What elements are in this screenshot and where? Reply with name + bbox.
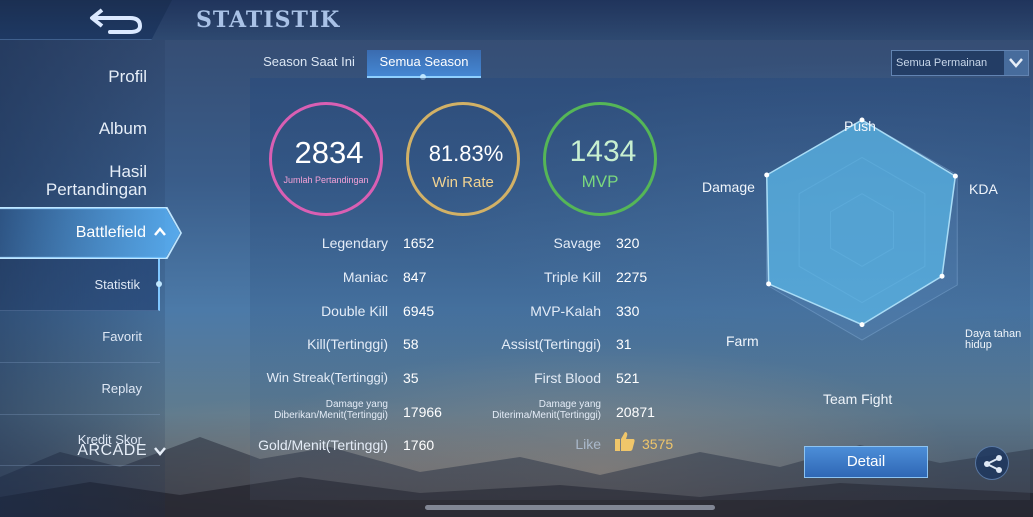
radar-point <box>766 281 772 287</box>
stat-label-damage-diberikan: Damage yang Diberikan/Menit(Tertinggi) <box>274 399 388 421</box>
total-games-ring: 2834 Jumlah Pertandingan <box>269 102 383 216</box>
stat-label-kill-tertinggi: Kill(Tertinggi) <box>307 336 388 352</box>
stat-label-legendary: Legendary <box>321 235 388 251</box>
back-button[interactable] <box>0 0 172 40</box>
stat-label-double-kill: Double Kill <box>321 303 388 319</box>
like-label: Like <box>575 436 601 452</box>
stat-value-mvp-kalah: 330 <box>616 303 640 319</box>
stat-label-triple-kill: Triple Kill <box>543 269 601 285</box>
stat-value-maniac: 847 <box>403 269 427 285</box>
stat-value-gold-menit: 1760 <box>403 437 435 453</box>
thumbs-up-icon[interactable] <box>614 430 636 452</box>
stat-value-kill-tertinggi: 58 <box>403 336 419 352</box>
radar-point <box>952 173 958 179</box>
sidebar-subitem-replay[interactable]: Replay <box>0 363 160 415</box>
mode-filter-value: Semua Permainan <box>896 57 988 69</box>
stat-label-assist-tertinggi: Assist(Tertinggi) <box>501 336 601 352</box>
sidebar-subitem-favorit[interactable]: Favorit <box>0 311 160 363</box>
top-header: STATISTIK <box>0 0 1033 40</box>
stat-label-gold-menit: Gold/Menit(Tertinggi) <box>258 437 388 453</box>
radar-point <box>859 117 865 123</box>
stat-value-first-blood: 521 <box>616 370 640 386</box>
sidebar-item-battlefield[interactable]: Battlefield <box>0 208 180 258</box>
mode-filter-dropdown[interactable]: Semua Permainan <box>891 50 1029 76</box>
stat-label-damage-diterima: Damage yang Diterima/Menit(Tertinggi) <box>492 399 601 421</box>
radar-point <box>939 273 945 279</box>
total-games-label: Jumlah Pertandingan <box>283 175 369 185</box>
stat-value-triple-kill: 2275 <box>616 269 648 285</box>
mvp-label: MVP <box>581 172 619 191</box>
stat-label-win-streak: Win Streak(Tertinggi) <box>266 370 388 385</box>
sidebar-subitem-statistik[interactable]: Statistik <box>0 259 162 311</box>
radar-label-team-fight: Team Fight <box>823 391 893 407</box>
tab-season-saat-ini[interactable]: Season Saat Ini <box>263 54 355 69</box>
stat-value-assist-tertinggi: 31 <box>616 336 632 352</box>
stat-value-double-kill: 6945 <box>403 303 435 319</box>
share-icon <box>984 455 1002 473</box>
tab-active-dot <box>420 74 426 80</box>
tab-semua-season[interactable]: Semua Season <box>367 50 481 80</box>
battlefield-label: Battlefield <box>75 224 146 241</box>
stat-label-savage: Savage <box>553 235 601 251</box>
radar-label-push: Push <box>844 118 876 134</box>
tab-semua-season-label: Semua Season <box>379 54 469 69</box>
win-rate-ring: 81.83% Win Rate <box>406 102 520 216</box>
radar-point <box>764 172 770 178</box>
radar-label-damage: Damage <box>702 179 755 195</box>
page-title: STATISTIK <box>196 7 341 33</box>
stat-value-win-streak: 35 <box>403 370 419 386</box>
back-arrow-icon <box>90 8 143 34</box>
sidebar-item-hasil-pertandingan[interactable]: Hasil Pertandingan <box>45 162 147 199</box>
stat-value-legendary: 1652 <box>403 235 435 251</box>
detail-button[interactable]: Detail <box>804 446 928 478</box>
total-games-value: 2834 <box>294 135 364 170</box>
sidebar-subitem-kredit-skor[interactable]: Kredit Skor <box>0 414 160 466</box>
radar-point <box>859 322 865 328</box>
dropdown-caret <box>1004 51 1028 75</box>
share-button[interactable] <box>975 446 1009 480</box>
statistik-label: Statistik <box>94 277 140 292</box>
sidebar-item-arcade[interactable]: ARCADE <box>77 442 147 459</box>
radar-chart <box>764 117 958 341</box>
stat-value-damage-diberikan: 17966 <box>403 404 442 420</box>
chevron-up-icon <box>154 227 166 236</box>
mvp-ring: 1434 MVP <box>543 102 657 216</box>
like-value: 3575 <box>642 436 674 452</box>
stat-label-mvp-kalah: MVP-Kalah <box>530 303 601 319</box>
win-rate-label: Win Rate <box>432 174 494 191</box>
radar-label-farm: Farm <box>726 333 759 349</box>
stat-value-savage: 320 <box>616 235 640 251</box>
horizontal-scrollbar[interactable] <box>425 505 715 510</box>
radar-label-daya-tahan-hidup: Daya tahan hidup <box>965 328 1022 351</box>
chevron-down-icon[interactable] <box>154 447 166 456</box>
sidebar-item-profil[interactable]: Profil <box>108 67 147 86</box>
stat-value-damage-diterima: 20871 <box>616 404 655 420</box>
sidebar-item-album[interactable]: Album <box>98 119 147 138</box>
active-indicator <box>156 281 162 287</box>
stat-label-first-blood: First Blood <box>534 370 601 386</box>
win-rate-value: 81.83% <box>428 141 504 166</box>
radar-label-kda: KDA <box>969 181 998 197</box>
chevron-down-icon <box>1009 58 1023 68</box>
stat-label-maniac: Maniac <box>342 269 388 285</box>
mvp-value: 1434 <box>569 135 637 168</box>
